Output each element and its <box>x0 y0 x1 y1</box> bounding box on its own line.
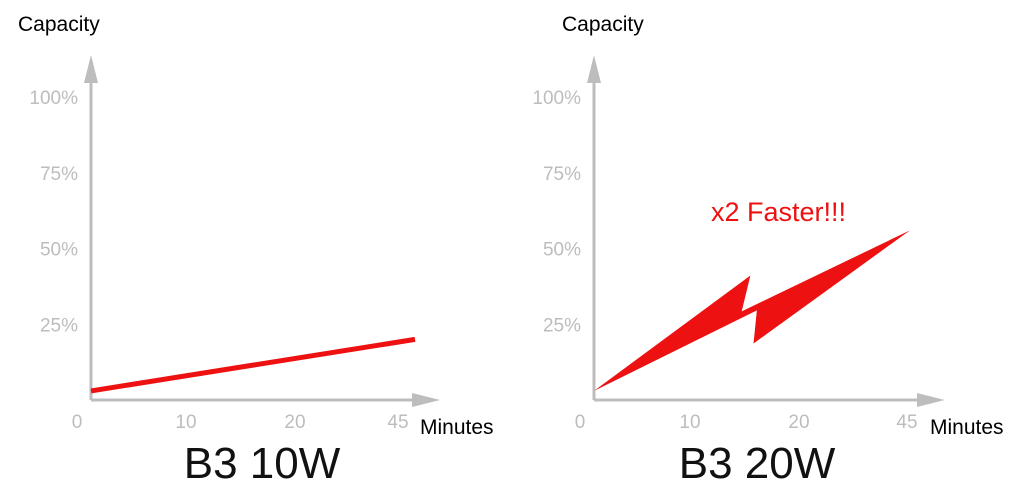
chart-title: B3 20W <box>679 439 836 488</box>
x-axis-label: Minutes <box>420 416 494 439</box>
x-tick-label: 10 <box>175 412 196 433</box>
x-axis-arrow-icon <box>412 393 440 407</box>
series-line <box>90 336 416 394</box>
y-axis-arrow-icon <box>587 55 601 83</box>
x-axis-label: Minutes <box>930 416 1004 439</box>
y-tick-label: 75% <box>543 164 581 185</box>
y-axis-label: Capacity <box>18 13 100 36</box>
x-tick-label: 45 <box>896 412 917 433</box>
y-tick-label: 100% <box>29 88 78 109</box>
annotation-label: x2 Faster!!! <box>711 197 846 227</box>
y-tick-label: 25% <box>543 315 581 336</box>
series-lightning-bolt <box>594 230 910 391</box>
y-tick-label: 50% <box>543 240 581 261</box>
x-tick-label: 20 <box>284 412 305 433</box>
y-tick-label: 50% <box>40 240 78 261</box>
y-tick-label: 100% <box>532 88 581 109</box>
x-axis-arrow-icon <box>917 393 945 407</box>
y-tick-label: 75% <box>40 164 78 185</box>
x-tick-label: 0 <box>72 412 83 433</box>
y-axis-label: Capacity <box>562 13 644 36</box>
chart-title: B3 10W <box>184 439 341 488</box>
y-tick-label: 25% <box>40 315 78 336</box>
x-tick-label: 45 <box>387 412 408 433</box>
y-axis-arrow-icon <box>84 55 98 83</box>
x-tick-label: 20 <box>788 412 809 433</box>
x-tick-label: 0 <box>575 412 586 433</box>
x-tick-label: 10 <box>679 412 700 433</box>
